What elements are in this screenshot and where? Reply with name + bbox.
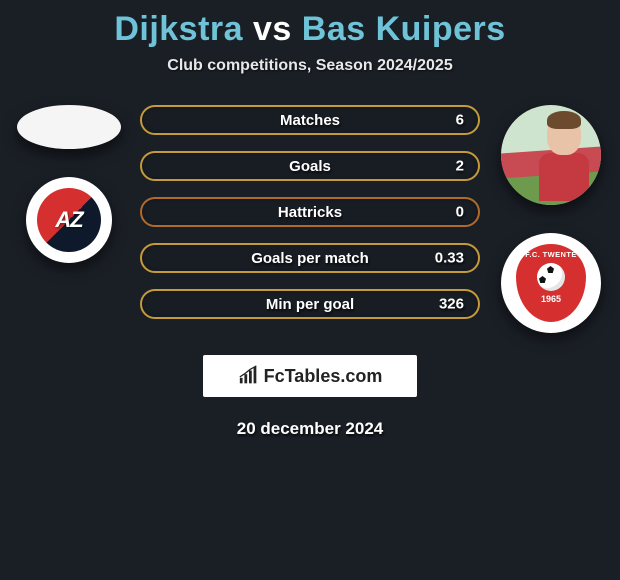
soccer-ball-icon bbox=[537, 263, 565, 291]
stat-bar: Goals per match 0.33 bbox=[140, 243, 480, 273]
stat-value-right: 2 bbox=[456, 158, 464, 175]
page-title: Dijkstra vs Bas Kuipers bbox=[0, 10, 620, 49]
stat-label: Min per goal bbox=[266, 296, 354, 313]
right-column: F.C. TWENTE 1965 bbox=[496, 105, 606, 333]
left-column: AZ bbox=[14, 105, 124, 263]
player2-avatar bbox=[501, 105, 601, 205]
branding-text: FcTables.com bbox=[264, 366, 383, 387]
az-logo: AZ bbox=[37, 188, 101, 252]
stat-value-right: 0 bbox=[456, 204, 464, 221]
subtitle: Club competitions, Season 2024/2025 bbox=[0, 57, 620, 75]
stat-bar: Goals 2 bbox=[140, 151, 480, 181]
stat-value-right: 0.33 bbox=[435, 250, 464, 267]
stat-bars: Matches 6 Goals 2 Hattricks 0 Goals per match 0… bbox=[140, 105, 480, 319]
main-row: AZ Matches 6 Goals 2 Hattricks 0 Goals per mat… bbox=[0, 105, 620, 333]
stat-label: Goals per match bbox=[251, 250, 369, 267]
comparison-card: Dijkstra vs Bas Kuipers Club competition… bbox=[0, 0, 620, 439]
stat-bar: Hattricks 0 bbox=[140, 197, 480, 227]
stat-bar: Matches 6 bbox=[140, 105, 480, 135]
stat-label: Goals bbox=[289, 158, 331, 175]
twente-year: 1965 bbox=[541, 294, 561, 304]
stat-label: Hattricks bbox=[278, 204, 342, 221]
twente-arc-text: F.C. TWENTE bbox=[525, 250, 576, 259]
date-text: 20 december 2024 bbox=[0, 419, 620, 439]
stat-value-right: 6 bbox=[456, 112, 464, 129]
stat-label: Matches bbox=[280, 112, 340, 129]
stat-value-right: 326 bbox=[439, 296, 464, 313]
az-logo-text: AZ bbox=[55, 207, 82, 233]
bar-chart-icon bbox=[238, 365, 260, 387]
stat-bar: Min per goal 326 bbox=[140, 289, 480, 319]
branding-badge: FcTables.com bbox=[203, 355, 417, 397]
player1-avatar-placeholder bbox=[17, 105, 121, 149]
player1-name: Dijkstra bbox=[114, 10, 243, 48]
club-badge-left: AZ bbox=[26, 177, 112, 263]
player2-name: Bas Kuipers bbox=[302, 10, 506, 48]
twente-logo: F.C. TWENTE 1965 bbox=[516, 244, 586, 322]
club-badge-right: F.C. TWENTE 1965 bbox=[501, 233, 601, 333]
vs-text: vs bbox=[243, 10, 302, 48]
